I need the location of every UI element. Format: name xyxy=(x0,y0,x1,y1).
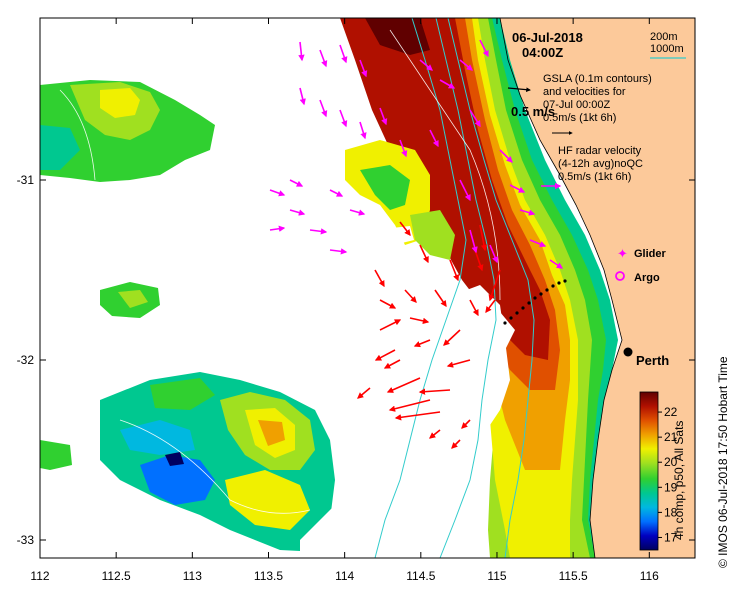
colorbar: 17 18 19 20 21 22 4h comp, p50, All Sats xyxy=(639,391,686,551)
colorbar-tick-label: 21 xyxy=(664,430,678,444)
gsla-line-3: 07-Jul 00:00Z xyxy=(543,99,611,111)
y-tick-label: -31 xyxy=(17,173,35,187)
colorbar-gradient xyxy=(639,391,659,551)
x-tick-label: 113.5 xyxy=(254,569,283,583)
map-date: 06-Jul-2018 xyxy=(512,30,583,45)
y-tick-label: -33 xyxy=(17,533,35,547)
x-tick-label: 112 xyxy=(30,569,49,583)
hf-line-2: (4-12h avg)noQC xyxy=(558,158,643,170)
perth-marker xyxy=(623,347,633,357)
colorbar-tick-label: 17 xyxy=(664,530,678,544)
x-axis: 112 112.5 113 113.5 114 114.5 115 115.5 116 xyxy=(30,18,659,583)
argo-legend-symbol xyxy=(615,271,625,281)
x-tick-label: 113 xyxy=(183,569,202,583)
sst-patch-southwest xyxy=(100,372,335,552)
sst-patch-midwest xyxy=(40,282,160,470)
argo-legend-label: Argo xyxy=(634,272,660,284)
colorbar-tick-label: 20 xyxy=(664,455,678,469)
x-tick-label: 115.5 xyxy=(559,569,588,583)
bathy-label-200: 200m xyxy=(650,31,678,43)
x-tick-label: 112.5 xyxy=(102,569,131,583)
gsla-contours xyxy=(59,29,501,514)
colorbar-tick-label: 22 xyxy=(664,405,678,419)
cloud-gaps xyxy=(300,226,515,558)
glider-legend-symbol: ✦ xyxy=(617,246,628,261)
map-time: 04:00Z xyxy=(522,45,563,60)
y-tick-label: -32 xyxy=(17,353,35,367)
bathy-label-1000: 1000m xyxy=(650,43,684,55)
gsla-scale-detail: 0.5m/s (1kt 6h) xyxy=(543,112,616,124)
side-credit: © IMOS 06-Jul-2018 17:50 Hobart Time xyxy=(716,356,730,568)
hf-scale-label: 0.5m/s (1kt 6h) xyxy=(558,171,631,183)
hf-line-1: HF radar velocity xyxy=(558,145,642,157)
x-tick-label: 114.5 xyxy=(406,569,435,583)
glider-legend-label: Glider xyxy=(634,248,667,260)
gsla-scale-label: 0.5 m/s xyxy=(511,104,555,119)
gsla-velocity-arrows xyxy=(357,221,501,449)
coastline xyxy=(499,18,623,558)
glider-track xyxy=(503,279,567,325)
x-tick-label: 115 xyxy=(487,569,506,583)
map-plot-area: Perth 06-Jul-2018 04:00Z 200m 1000m GSLA… xyxy=(40,18,695,558)
colorbar-tick-label: 19 xyxy=(664,480,678,494)
sst-patch-coastal xyxy=(340,18,618,558)
sst-patch-northwest xyxy=(40,80,215,182)
gsla-line-1: GSLA (0.1m contours) xyxy=(543,73,652,85)
x-tick-label: 114 xyxy=(335,569,354,583)
plot-frame xyxy=(39,17,696,559)
colorbar-tick-label: 18 xyxy=(664,505,678,519)
colorbar-label: 4h comp, p50, All Sats xyxy=(672,421,686,540)
gsla-scale-arrow xyxy=(507,87,531,93)
colorbar-ticks: 17 18 19 20 21 22 xyxy=(658,405,678,544)
hf-radar-arrows xyxy=(269,39,564,269)
x-tick-label: 116 xyxy=(640,569,659,583)
perth-label: Perth xyxy=(636,353,669,368)
y-axis: -31 -32 -33 xyxy=(17,173,695,547)
gsla-line-2: and velocities for xyxy=(543,86,626,98)
